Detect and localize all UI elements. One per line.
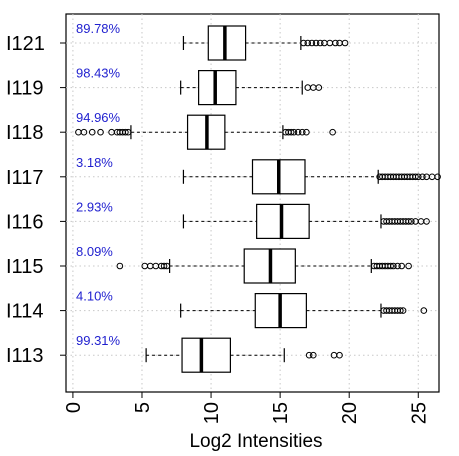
outlier-point-1 [309,84,317,91]
outlier-point-1 [80,128,88,136]
outlier-point-13 [423,218,430,225]
y-tick-label-i116: I116 [6,211,43,233]
outlier-point-14 [390,262,397,270]
outlier-point-3 [312,39,320,47]
box-group-i119 [180,69,323,106]
outlier-point-6 [163,262,171,270]
annotation-pct-i113: 99.31% [76,333,121,348]
x-tick-label-4: 20 [339,402,361,424]
x-axis: 0 5 10 15 20 25 [63,392,430,424]
x-tick-label-3: 15 [270,402,292,424]
outlier-point-13 [290,128,298,136]
outlier-point-17 [428,173,436,181]
x-tick-label-2: 10 [201,402,223,424]
annotation-pct-i116: 2.93% [76,199,113,214]
outlier-point-13 [387,262,394,270]
outlier-point-17 [405,262,412,270]
y-tick-label-i113: I113 [6,345,43,367]
box-group-i115 [116,248,412,284]
outlier-point-8 [122,128,129,136]
annotation-pct-i114: 4.10% [76,289,113,304]
outlier-point-2 [308,39,316,47]
outlier-point-7 [399,307,407,314]
x-tick-label-0: 0 [63,402,85,413]
outlier-point-8 [420,307,428,314]
annotation-pct-i121: 89.78% [76,21,121,36]
x-tick-label-5: 25 [408,402,430,424]
y-tick-label-i121: I121 [6,33,45,55]
outlier-point-14 [414,173,422,181]
outlier-point-15 [298,128,306,136]
box-group-i116 [182,203,430,239]
outlier-point-9 [341,39,349,47]
outlier-point-5 [321,39,328,47]
box-group-i118 [75,114,336,150]
box-iqr [198,69,237,106]
outlier-point-10 [408,218,415,225]
y-tick-label-i114: I114 [6,301,43,323]
label-layer: I121 89.78% I119 98.43% I118 94.96% I117 3.18% I… [6,21,121,367]
x-tick-label-1: 5 [132,402,154,413]
outlier-point-3 [152,262,160,270]
outlier-point-3 [97,128,104,136]
annotation-pct-i115: 8.09% [76,244,113,259]
outlier-point-0 [300,39,307,47]
y-tick-label-i117: I117 [6,167,43,189]
plot-frame [65,13,440,393]
box-layer [75,25,441,373]
y-tick-label-i118: I118 [6,122,43,144]
outlier-point-16 [398,262,406,270]
outlier-point-0 [116,262,124,270]
box-iqr [181,337,231,373]
outlier-point-14 [294,128,302,136]
annotation-pct-i117: 3.18% [76,155,113,170]
y-tick-label-i115: I115 [6,256,43,278]
outlier-point-5 [160,262,168,270]
box-group-i113 [145,337,343,373]
outlier-point-17 [329,128,336,136]
annotation-pct-i119: 98.43% [76,66,121,81]
outlier-point-2 [315,84,323,91]
box-group-i117 [182,159,441,195]
outlier-point-12 [287,128,295,136]
grid-layer [66,14,439,392]
outlier-point-15 [419,173,426,181]
outlier-point-1 [309,351,317,359]
outlier-point-0 [305,351,313,359]
x-axis-title: Log2 Intensities [189,431,322,452]
outlier-point-1 [304,39,312,47]
outlier-point-7 [332,39,339,47]
outlier-point-2 [88,128,96,136]
outlier-point-9 [405,218,412,225]
box-group-i114 [180,293,428,329]
outlier-point-16 [303,128,310,136]
outlier-point-6 [397,307,404,314]
box-iqr [207,25,247,61]
outlier-point-4 [316,39,324,47]
outlier-point-13 [412,173,419,181]
box-group-i121 [182,25,349,61]
outlier-point-9 [124,128,132,136]
y-tick-label-i119: I119 [6,78,43,100]
outlier-point-3 [336,351,343,359]
outlier-point-12 [417,218,425,225]
annotation-pct-i118: 94.96% [76,110,121,125]
outlier-point-15 [394,262,401,270]
outlier-point-18 [434,173,441,181]
